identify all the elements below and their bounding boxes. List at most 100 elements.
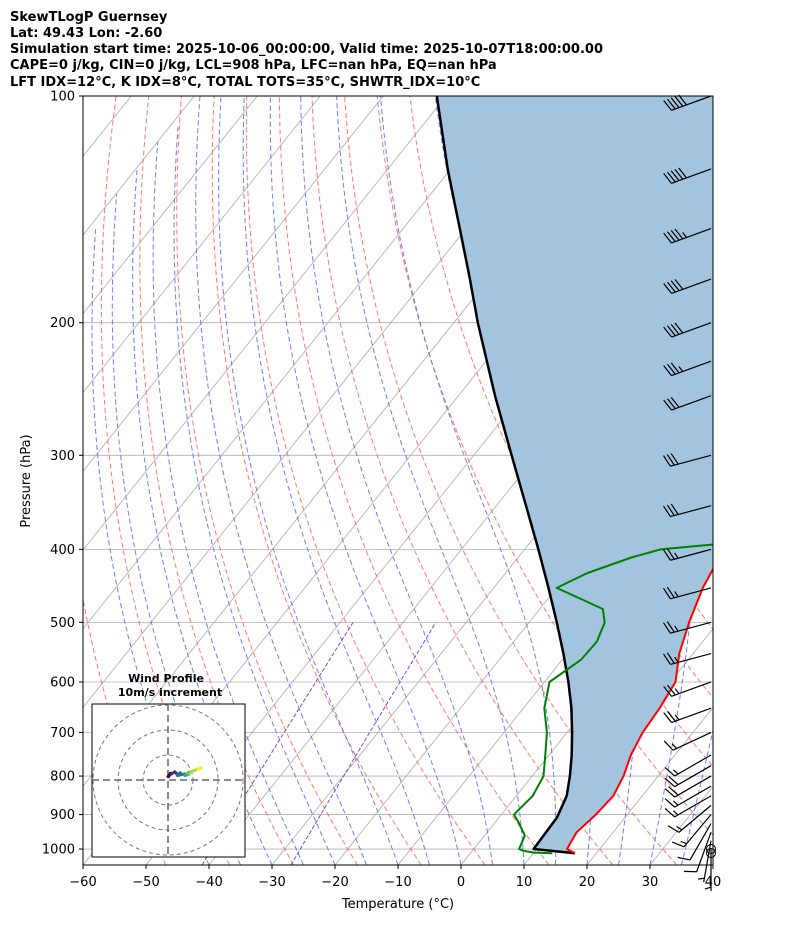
- y-tick-label: 800: [50, 770, 75, 785]
- wind-profile-inset: Wind Profile 10m/s increment: [91, 672, 246, 858]
- moist-adiabat-line: [132, 168, 273, 865]
- dry-adiabat-line: [176, 96, 358, 865]
- moist-adiabat-line: [712, 862, 713, 865]
- wind-barb: [663, 167, 712, 184]
- dry-adiabat-line: [344, 96, 678, 865]
- moist-adiabat-line: [300, 96, 493, 865]
- wind-barbs: [662, 94, 716, 892]
- x-tick-label: 10: [516, 875, 533, 890]
- wind-barb: [663, 395, 712, 411]
- isotherm-line: [83, 96, 258, 315]
- wind-barb: [677, 823, 712, 861]
- isotherm-line: [83, 96, 447, 551]
- calm-wind-circle: [706, 844, 716, 855]
- wind-barb: [662, 503, 712, 518]
- x-axis: −60 −50 −40 −30 −20 −10 0 10 20 30 40: [69, 865, 721, 890]
- isotherm-line: [586, 706, 713, 865]
- wind-barb: [663, 322, 712, 338]
- y-tick-label: 200: [50, 316, 75, 331]
- x-tick-label: −60: [69, 875, 96, 890]
- wind-barb: [662, 453, 712, 467]
- wind-barb: [662, 548, 712, 561]
- wind-barb: [667, 804, 712, 833]
- title-line-2: Lat: 49.43 Lon: -2.60: [10, 26, 162, 41]
- isotherm-line: [460, 549, 713, 865]
- wind-barb: [664, 785, 712, 808]
- wind-barb: [663, 228, 712, 244]
- dry-adiabat-line: [703, 96, 713, 122]
- wind-barb: [663, 681, 712, 697]
- x-tick-label: −20: [321, 875, 348, 890]
- dry-adiabat-line: [376, 96, 713, 836]
- title-line-3: Simulation start time: 2025-10-06_00:00:…: [10, 42, 603, 57]
- wind-barb: [662, 586, 712, 600]
- dry-adiabat-line: [769, 96, 794, 865]
- x-tick-label: −40: [195, 875, 222, 890]
- inset-subtitle: 10m/s increment: [118, 686, 222, 699]
- profiles: [435, 96, 713, 855]
- moist-adiabat-line: [336, 96, 525, 865]
- moist-adiabat-line: [269, 96, 462, 865]
- mixing-ratio-lines: [201, 622, 437, 865]
- dry-adiabat-line: [736, 96, 794, 865]
- y-tick-label: 900: [50, 808, 75, 823]
- y-tick-label: 400: [50, 543, 75, 558]
- title-line-1: SkewTLogP Guernsey: [10, 10, 168, 25]
- inset-title: Wind Profile: [128, 672, 204, 685]
- y-axis-label: Pressure (hPa): [19, 434, 34, 527]
- x-tick-label: 40: [705, 875, 722, 890]
- y-tick-label: 300: [50, 449, 75, 464]
- mixing-ratio-line: [290, 622, 437, 865]
- dry-adiabat-line: [139, 96, 294, 865]
- wind-barb: [663, 360, 712, 377]
- calm-wind-circle: [706, 847, 716, 858]
- y-tick-label: 600: [50, 675, 75, 690]
- wind-barb: [664, 754, 712, 777]
- dry-adiabat-line: [278, 96, 550, 865]
- moist-adiabat-line: [91, 228, 210, 865]
- isotherm-line: [83, 96, 510, 630]
- isotherm-line: [776, 96, 794, 865]
- moist-adiabat-line: [195, 96, 367, 865]
- y-tick-label: 100: [50, 90, 75, 105]
- moist-adiabat-line: [152, 141, 304, 865]
- cape-shade-area: [436, 96, 713, 854]
- isotherm-line: [83, 96, 384, 472]
- wind-barb: [662, 621, 712, 634]
- moist-adiabat-line: [173, 127, 336, 865]
- isotherm-line: [83, 96, 321, 394]
- wind-barb: [698, 840, 712, 883]
- title-line-5: LFT IDX=12°C, K IDX=8°C, TOTAL TOTS=35°C…: [10, 75, 480, 90]
- wind-barb: [664, 775, 712, 798]
- isotherm-line: [83, 96, 195, 236]
- wind-barb: [664, 795, 712, 818]
- isotherm-line: [712, 864, 713, 865]
- chart-title: SkewTLogP Guernsey Lat: 49.43 Lon: -2.60…: [10, 10, 603, 90]
- moist-adiabat-line: [218, 96, 399, 865]
- y-tick-label: 1000: [42, 843, 75, 858]
- x-tick-label: −30: [258, 875, 285, 890]
- wind-barb: [704, 849, 712, 892]
- wind-barb: [662, 652, 712, 665]
- wind-barb: [672, 814, 712, 848]
- x-tick-label: −50: [132, 875, 159, 890]
- x-tick-label: −10: [384, 875, 411, 890]
- wind-barb: [663, 707, 712, 724]
- isotherm-line: [0, 96, 68, 865]
- dewpoint-profile-line: [512, 543, 713, 855]
- y-tick-label: 500: [50, 616, 75, 631]
- wind-barb: [663, 94, 712, 111]
- moist-adiabat-line: [242, 96, 430, 865]
- dry-adiabat-line: [211, 96, 422, 865]
- x-axis-label: Temperature (°C): [341, 897, 454, 912]
- title-line-4: CAPE=0 j/kg, CIN=0 j/kg, LCL=908 hPa, LF…: [10, 58, 497, 73]
- temperature-profile-line: [566, 566, 713, 855]
- x-tick-label: 0: [457, 875, 465, 890]
- parcel-profile-line: [435, 96, 576, 855]
- x-tick-label: 20: [579, 875, 596, 890]
- wind-barb: [663, 731, 712, 751]
- cape-cin-shading: [436, 96, 713, 854]
- moist-adiabat-line: [380, 96, 557, 865]
- y-axis: 1000 900 800 700 600 500 400 300 200 100: [42, 90, 83, 858]
